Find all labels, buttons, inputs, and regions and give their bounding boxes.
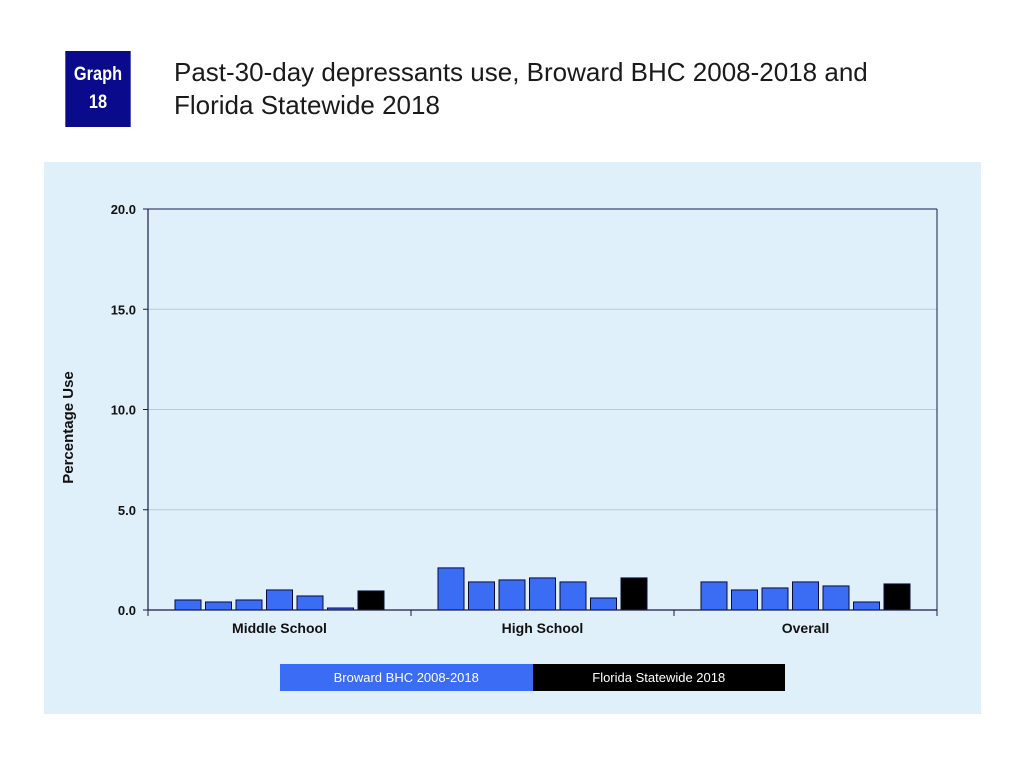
bar-florida [883,583,911,611]
bar-broward [205,601,232,611]
bar-florida [357,590,385,611]
chart-legend: Broward BHC 2008-2018 Florida Statewide … [280,664,785,691]
page-title-line-2: Florida Statewide 2018 [174,90,440,120]
y-tick-label: 15.0 [111,302,136,317]
y-tick-label: 20.0 [111,202,136,217]
legend-item-broward: Broward BHC 2008-2018 [280,664,533,691]
graph-badge-label: Graph [73,64,123,85]
bar-broward [437,567,465,611]
y-axis-label: Percentage Use [60,371,77,484]
bar-broward [559,581,587,611]
bar-broward [468,581,495,611]
y-tick-label: 0.0 [118,603,136,618]
x-category-label: High School [502,620,584,636]
bar-broward [174,599,202,611]
bar-broward [266,589,293,611]
bar-broward [792,581,819,611]
bar-broward [235,599,263,611]
bar-florida [620,577,648,611]
page-title-line-1: Past-30-day depressants use, Broward BHC… [174,57,868,87]
y-tick-label: 5.0 [118,503,136,518]
x-category-label: Middle School [232,620,327,636]
bar-broward [590,597,617,611]
graph-badge: Graph 18 [65,51,131,127]
bar-broward [822,585,850,611]
page-title: Past-30-day depressants use, Broward BHC… [174,56,974,122]
legend-item-florida: Florida Statewide 2018 [532,664,785,691]
graph-badge-number: 18 [88,92,108,113]
bar-broward [853,601,880,611]
bar-broward [700,581,728,611]
bar-broward [761,587,789,611]
bar-broward [498,579,526,611]
bar-broward [296,595,324,611]
x-category-label: Overall [782,620,829,636]
bar-broward [529,577,556,611]
y-tick-label: 10.0 [111,403,136,418]
bar-broward [731,589,758,611]
